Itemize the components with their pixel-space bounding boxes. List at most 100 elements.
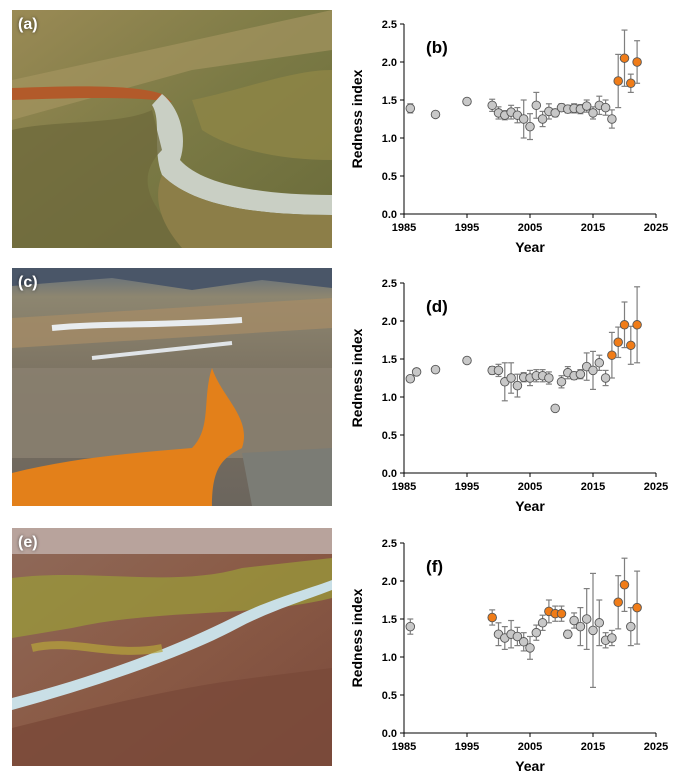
panel-label-a: (a) xyxy=(18,16,38,33)
y-tick-label: 1.5 xyxy=(382,614,397,626)
data-point-gray xyxy=(556,377,567,387)
data-point-gray xyxy=(462,96,472,107)
redness-chart-f: 0.0 0.5 1.0 1.5 2.0 2.5 1985 1995 2005 2015 2025 Ye… xyxy=(340,527,680,779)
y-tick-label: 1.5 xyxy=(382,354,397,366)
redness-chart-b: 0.0 0.5 1.0 1.5 2.0 2.5 1985 1995 2005 2015 2025 Ye… xyxy=(340,8,680,260)
y-tick-label: 2.5 xyxy=(382,19,397,31)
data-point-gray xyxy=(430,364,441,375)
data-point-gray xyxy=(405,374,416,384)
data-point-orange xyxy=(613,337,623,348)
panel-label: (b) xyxy=(426,38,448,57)
x-axis-title: Year xyxy=(515,239,545,255)
panel-label: (f) xyxy=(426,557,443,576)
photo-panel-e: (e) xyxy=(12,528,332,766)
data-point-gray xyxy=(607,114,617,124)
x-tick-label: 2015 xyxy=(581,222,605,234)
data-point-gray xyxy=(405,103,416,114)
data-point-gray xyxy=(588,625,598,636)
x-tick-label: 2015 xyxy=(581,741,605,753)
data-point-gray xyxy=(588,365,598,376)
data-point-gray xyxy=(462,355,472,366)
x-tick-label: 2025 xyxy=(644,222,668,234)
data-point-gray xyxy=(575,621,586,632)
data-point-gray xyxy=(537,618,548,628)
data-point-gray xyxy=(607,633,617,643)
y-tick-label: 1.0 xyxy=(382,392,397,404)
data-point-gray xyxy=(531,100,542,111)
y-tick-label: 0.0 xyxy=(382,209,397,221)
photo-panel-c: (c) xyxy=(12,268,332,506)
data-point-gray xyxy=(600,373,611,383)
river-photo-e xyxy=(12,528,332,766)
x-tick-label: 2025 xyxy=(644,481,668,493)
river-photo-c xyxy=(12,268,332,506)
data-point-gray xyxy=(544,373,554,383)
data-point-orange xyxy=(613,597,623,608)
x-tick-label: 1995 xyxy=(455,222,479,234)
data-point-gray xyxy=(531,627,542,638)
x-tick-label: 1985 xyxy=(392,741,416,753)
data-point-orange xyxy=(607,350,617,360)
data-point-gray xyxy=(588,108,598,118)
x-tick-label: 2005 xyxy=(518,222,542,234)
data-point-gray xyxy=(600,102,611,113)
data-point-orange xyxy=(632,320,642,330)
data-point-gray xyxy=(594,618,605,628)
data-point-orange xyxy=(626,340,636,351)
x-tick-label: 2005 xyxy=(518,481,542,493)
y-axis-title: Redness index xyxy=(349,588,365,687)
y-tick-label: 1.0 xyxy=(382,652,397,664)
y-tick-label: 2.0 xyxy=(382,576,397,588)
data-point-orange xyxy=(619,580,630,590)
data-point-orange xyxy=(632,602,642,613)
x-axis-title: Year xyxy=(515,498,545,514)
x-tick-label: 1985 xyxy=(392,222,416,234)
data-point-gray xyxy=(550,108,560,118)
data-point-gray xyxy=(518,637,529,647)
y-tick-label: 0.0 xyxy=(382,468,397,480)
data-point-gray xyxy=(563,629,573,639)
data-point-gray xyxy=(512,380,523,391)
photo-panel-a: (a) xyxy=(12,10,332,248)
y-tick-label: 2.0 xyxy=(382,57,397,69)
x-tick-label: 2025 xyxy=(644,741,668,753)
data-point-gray xyxy=(626,621,636,632)
data-point-gray xyxy=(525,643,535,653)
data-point-gray xyxy=(594,358,605,368)
x-tick-label: 1995 xyxy=(455,741,479,753)
panel-label-e: (e) xyxy=(18,534,38,551)
y-tick-label: 2.0 xyxy=(382,316,397,328)
data-point-gray xyxy=(405,621,416,632)
data-point-gray xyxy=(581,101,592,111)
panel-label: (d) xyxy=(426,297,448,316)
x-tick-label: 2015 xyxy=(581,481,605,493)
x-tick-label: 2005 xyxy=(518,741,542,753)
data-point-orange xyxy=(613,76,623,86)
y-tick-label: 0.5 xyxy=(382,430,397,442)
x-tick-label: 1995 xyxy=(455,481,479,493)
data-point-gray xyxy=(525,121,535,132)
panel-label-c: (c) xyxy=(18,274,38,291)
data-point-gray xyxy=(512,631,523,642)
data-point-gray xyxy=(506,373,516,383)
data-point-orange xyxy=(556,608,567,619)
data-point-gray xyxy=(569,615,579,626)
data-point-gray xyxy=(487,100,497,111)
x-axis-title: Year xyxy=(515,758,545,774)
y-tick-label: 0.0 xyxy=(382,728,397,740)
y-tick-label: 1.5 xyxy=(382,95,397,107)
data-point-orange xyxy=(626,78,636,89)
data-point-gray xyxy=(430,109,441,120)
data-point-gray xyxy=(575,369,586,379)
data-point-orange xyxy=(487,612,497,623)
data-point-orange xyxy=(619,320,630,330)
data-point-gray xyxy=(581,614,592,624)
y-axis-title: Redness index xyxy=(349,69,365,168)
y-tick-label: 1.0 xyxy=(382,133,397,145)
y-tick-label: 0.5 xyxy=(382,690,397,702)
data-point-orange xyxy=(619,53,630,63)
data-point-orange xyxy=(632,57,642,67)
data-point-gray xyxy=(411,367,422,377)
y-tick-label: 2.5 xyxy=(382,538,397,550)
data-point-gray xyxy=(537,114,548,124)
